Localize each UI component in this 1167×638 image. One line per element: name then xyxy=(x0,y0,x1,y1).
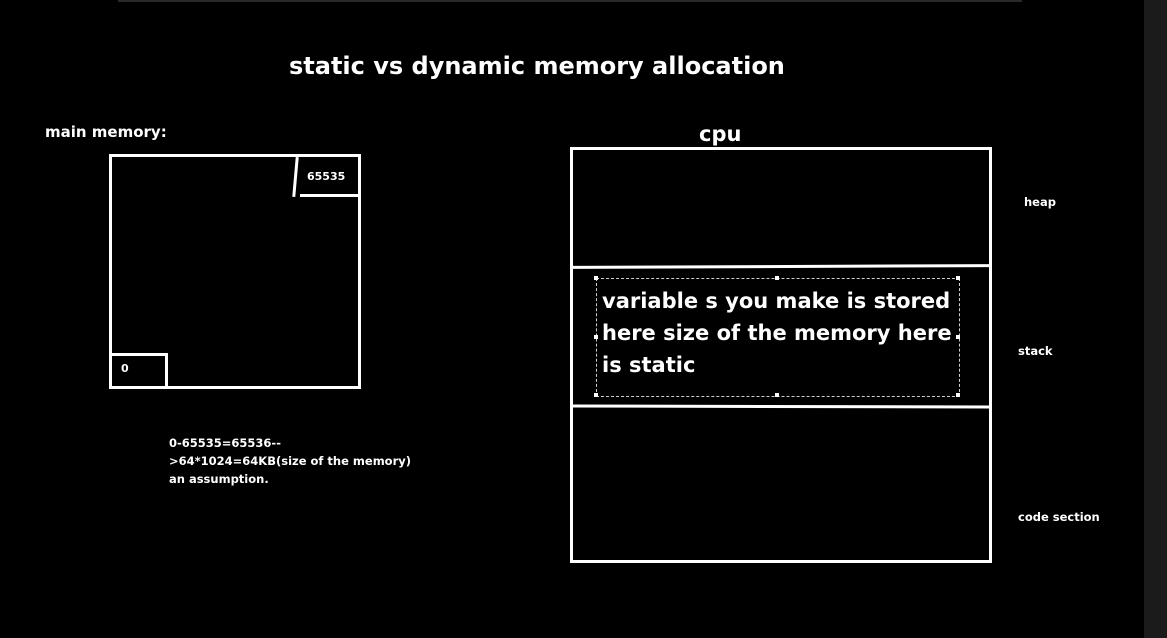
resize-handle-middle-left[interactable] xyxy=(594,335,598,339)
stack-description-text[interactable]: variable s you make is stored here size … xyxy=(602,289,952,377)
resize-handle-middle-right[interactable] xyxy=(956,335,960,339)
page-title: static vs dynamic memory allocation xyxy=(289,52,785,80)
main-memory-label: main memory: xyxy=(45,123,167,141)
heap-label: heap xyxy=(1024,195,1056,209)
resize-handle-top-right[interactable] xyxy=(956,276,960,280)
high-address-label: 65535 xyxy=(307,170,346,183)
main-memory-box xyxy=(109,154,361,389)
resize-handle-top-center[interactable] xyxy=(775,276,779,280)
memory-size-note: 0-65535=65536-->64*1024=64KB(size of the… xyxy=(169,436,411,486)
right-edge-strip xyxy=(1144,0,1167,638)
resize-handle-bottom-center[interactable] xyxy=(775,393,779,397)
high-address-cell xyxy=(292,156,358,198)
resize-handle-bottom-right[interactable] xyxy=(956,393,960,397)
stack-label: stack xyxy=(1018,344,1053,358)
code-section-label: code section xyxy=(1018,510,1100,524)
resize-handle-top-left[interactable] xyxy=(594,276,598,280)
high-address-cell-bottom-edge xyxy=(300,194,358,197)
cpu-box xyxy=(570,147,992,563)
cpu-label: cpu xyxy=(699,122,742,146)
low-address-cell xyxy=(112,353,168,389)
low-address-label: 0 xyxy=(121,362,129,375)
resize-handle-bottom-left[interactable] xyxy=(594,393,598,397)
top-edge-line xyxy=(118,0,1022,2)
